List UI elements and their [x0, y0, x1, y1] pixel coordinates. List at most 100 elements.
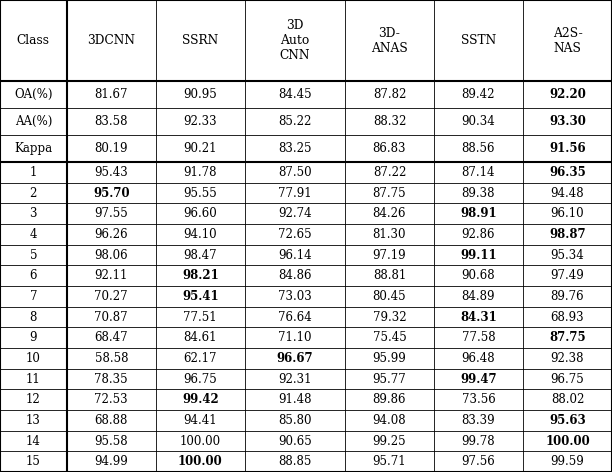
- Text: 92.38: 92.38: [551, 352, 584, 365]
- Text: 96.14: 96.14: [278, 249, 312, 261]
- Text: A2S-
NAS: A2S- NAS: [553, 26, 583, 54]
- Text: 92.11: 92.11: [95, 269, 128, 282]
- Text: 92.86: 92.86: [461, 228, 495, 241]
- Text: 84.86: 84.86: [278, 269, 312, 282]
- Text: 83.39: 83.39: [461, 414, 495, 427]
- Text: 4: 4: [29, 228, 37, 241]
- Text: 68.88: 68.88: [95, 414, 128, 427]
- Text: 95.41: 95.41: [182, 290, 218, 303]
- Text: 3D-
ANAS: 3D- ANAS: [371, 26, 408, 54]
- Text: 100.00: 100.00: [545, 435, 590, 447]
- Text: 88.02: 88.02: [551, 393, 584, 406]
- Text: 84.26: 84.26: [373, 207, 406, 220]
- Text: 92.74: 92.74: [278, 207, 312, 220]
- Text: 89.76: 89.76: [551, 290, 584, 303]
- Text: 95.71: 95.71: [373, 455, 406, 468]
- Text: 77.58: 77.58: [461, 331, 495, 344]
- Text: 71.10: 71.10: [278, 331, 312, 344]
- Text: 92.20: 92.20: [549, 88, 586, 101]
- Text: 76.64: 76.64: [278, 311, 312, 323]
- Text: 96.10: 96.10: [551, 207, 584, 220]
- Text: 91.48: 91.48: [278, 393, 312, 406]
- Text: 73.56: 73.56: [461, 393, 495, 406]
- Text: 99.47: 99.47: [460, 372, 497, 386]
- Text: 84.31: 84.31: [460, 311, 497, 323]
- Text: 97.56: 97.56: [461, 455, 495, 468]
- Text: 96.75: 96.75: [551, 372, 584, 386]
- Text: 87.22: 87.22: [373, 166, 406, 179]
- Text: 77.51: 77.51: [184, 311, 217, 323]
- Text: 96.67: 96.67: [277, 352, 313, 365]
- Text: 58.58: 58.58: [94, 352, 128, 365]
- Text: 68.47: 68.47: [94, 331, 128, 344]
- Text: 95.34: 95.34: [551, 249, 584, 261]
- Text: 15: 15: [26, 455, 41, 468]
- Text: 93.30: 93.30: [549, 115, 586, 128]
- Text: 91.56: 91.56: [549, 142, 586, 155]
- Text: 99.11: 99.11: [460, 249, 497, 261]
- Text: 91.78: 91.78: [184, 166, 217, 179]
- Text: 85.22: 85.22: [278, 115, 312, 128]
- Text: OA(%): OA(%): [14, 88, 53, 101]
- Text: 87.75: 87.75: [549, 331, 586, 344]
- Text: 98.06: 98.06: [94, 249, 128, 261]
- Text: 9: 9: [29, 331, 37, 344]
- Text: 94.99: 94.99: [94, 455, 128, 468]
- Text: 3D
Auto
CNN: 3D Auto CNN: [280, 19, 310, 62]
- Text: 97.55: 97.55: [94, 207, 128, 220]
- Text: 99.59: 99.59: [551, 455, 584, 468]
- Text: 84.89: 84.89: [461, 290, 495, 303]
- Text: 81.67: 81.67: [94, 88, 128, 101]
- Text: 90.65: 90.65: [278, 435, 312, 447]
- Text: 97.49: 97.49: [551, 269, 584, 282]
- Text: 98.21: 98.21: [182, 269, 218, 282]
- Text: 78.35: 78.35: [94, 372, 128, 386]
- Text: 95.58: 95.58: [94, 435, 128, 447]
- Text: 94.08: 94.08: [373, 414, 406, 427]
- Text: 14: 14: [26, 435, 41, 447]
- Text: Class: Class: [17, 34, 50, 47]
- Text: 80.45: 80.45: [373, 290, 406, 303]
- Text: 95.77: 95.77: [373, 372, 406, 386]
- Text: 75.45: 75.45: [373, 331, 406, 344]
- Text: 99.25: 99.25: [373, 435, 406, 447]
- Text: 98.91: 98.91: [460, 207, 497, 220]
- Text: 88.81: 88.81: [373, 269, 406, 282]
- Text: 11: 11: [26, 372, 41, 386]
- Text: 62.17: 62.17: [184, 352, 217, 365]
- Text: 72.53: 72.53: [94, 393, 128, 406]
- Text: 94.48: 94.48: [551, 186, 584, 200]
- Text: 90.34: 90.34: [461, 115, 495, 128]
- Text: 90.68: 90.68: [461, 269, 495, 282]
- Text: 12: 12: [26, 393, 41, 406]
- Text: 70.87: 70.87: [94, 311, 128, 323]
- Text: 96.26: 96.26: [94, 228, 128, 241]
- Text: 90.95: 90.95: [184, 88, 217, 101]
- Text: 96.75: 96.75: [184, 372, 217, 386]
- Text: 84.61: 84.61: [184, 331, 217, 344]
- Text: 80.19: 80.19: [94, 142, 128, 155]
- Text: 83.58: 83.58: [94, 115, 128, 128]
- Text: 7: 7: [29, 290, 37, 303]
- Text: 87.14: 87.14: [461, 166, 495, 179]
- Text: 88.56: 88.56: [461, 142, 495, 155]
- Text: 1: 1: [30, 166, 37, 179]
- Text: 88.85: 88.85: [278, 455, 312, 468]
- Text: 99.42: 99.42: [182, 393, 218, 406]
- Text: 2: 2: [30, 186, 37, 200]
- Text: Kappa: Kappa: [14, 142, 53, 155]
- Text: 96.48: 96.48: [461, 352, 495, 365]
- Text: 86.83: 86.83: [373, 142, 406, 155]
- Text: 100.00: 100.00: [180, 435, 221, 447]
- Text: 96.35: 96.35: [549, 166, 586, 179]
- Text: 85.80: 85.80: [278, 414, 312, 427]
- Text: 95.70: 95.70: [93, 186, 130, 200]
- Text: 92.33: 92.33: [184, 115, 217, 128]
- Text: 97.19: 97.19: [373, 249, 406, 261]
- Text: 89.86: 89.86: [373, 393, 406, 406]
- Text: 3: 3: [29, 207, 37, 220]
- Text: 89.42: 89.42: [461, 88, 495, 101]
- Text: 72.65: 72.65: [278, 228, 312, 241]
- Text: 6: 6: [29, 269, 37, 282]
- Text: 95.63: 95.63: [549, 414, 586, 427]
